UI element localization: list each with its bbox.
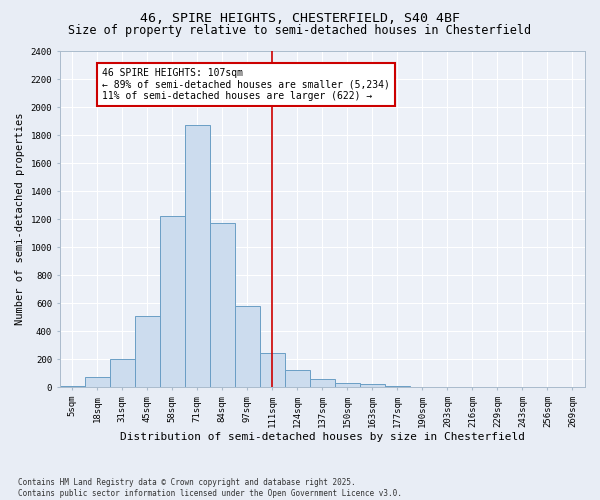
Bar [285, 370, 310, 387]
Text: 46 SPIRE HEIGHTS: 107sqm
← 89% of semi-detached houses are smaller (5,234)
11% o: 46 SPIRE HEIGHTS: 107sqm ← 89% of semi-d… [102, 68, 390, 101]
Bar [235, 306, 260, 387]
Bar [360, 384, 385, 387]
Bar [385, 386, 410, 387]
Bar [335, 383, 360, 387]
Bar [59, 386, 85, 387]
Bar [210, 223, 235, 387]
Bar [135, 316, 160, 387]
Bar [310, 380, 335, 387]
Bar [85, 378, 110, 387]
Bar [185, 125, 210, 387]
Bar [110, 359, 135, 387]
Text: Size of property relative to semi-detached houses in Chesterfield: Size of property relative to semi-detach… [68, 24, 532, 37]
Y-axis label: Number of semi-detached properties: Number of semi-detached properties [15, 113, 25, 326]
Bar [260, 354, 285, 387]
X-axis label: Distribution of semi-detached houses by size in Chesterfield: Distribution of semi-detached houses by … [120, 432, 525, 442]
Text: Contains HM Land Registry data © Crown copyright and database right 2025.
Contai: Contains HM Land Registry data © Crown c… [18, 478, 402, 498]
Text: 46, SPIRE HEIGHTS, CHESTERFIELD, S40 4BF: 46, SPIRE HEIGHTS, CHESTERFIELD, S40 4BF [140, 12, 460, 26]
Bar [160, 216, 185, 387]
